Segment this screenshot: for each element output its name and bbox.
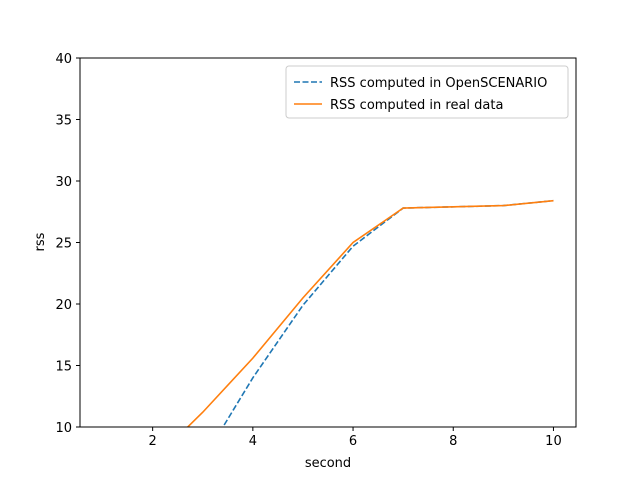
legend-box — [285, 65, 569, 119]
x-tick-label: 6 — [349, 434, 357, 449]
series-line — [186, 199, 554, 427]
x-tick-label: 8 — [449, 434, 457, 449]
legend-label: RSS computed in real data — [330, 98, 503, 113]
y-tick-label: 35 — [55, 114, 72, 129]
y-tick-label: 25 — [55, 237, 72, 252]
plot-frame — [79, 57, 577, 428]
y-tick-label: 10 — [55, 421, 72, 436]
y-tick-label: 15 — [55, 360, 72, 375]
legend-label: RSS computed in OpenSCENARIO — [330, 76, 547, 91]
y-axis-label: rss — [33, 232, 48, 251]
plot-lines — [186, 199, 554, 427]
y-tick-label: 30 — [55, 175, 72, 190]
x-tick-label: 10 — [545, 434, 562, 449]
y-tick-label: 40 — [55, 52, 72, 67]
x-axis-label: second — [305, 456, 351, 471]
x-tick-label: 2 — [149, 434, 157, 449]
y-tick-label: 20 — [55, 298, 72, 313]
x-tick-label: 4 — [249, 434, 257, 449]
